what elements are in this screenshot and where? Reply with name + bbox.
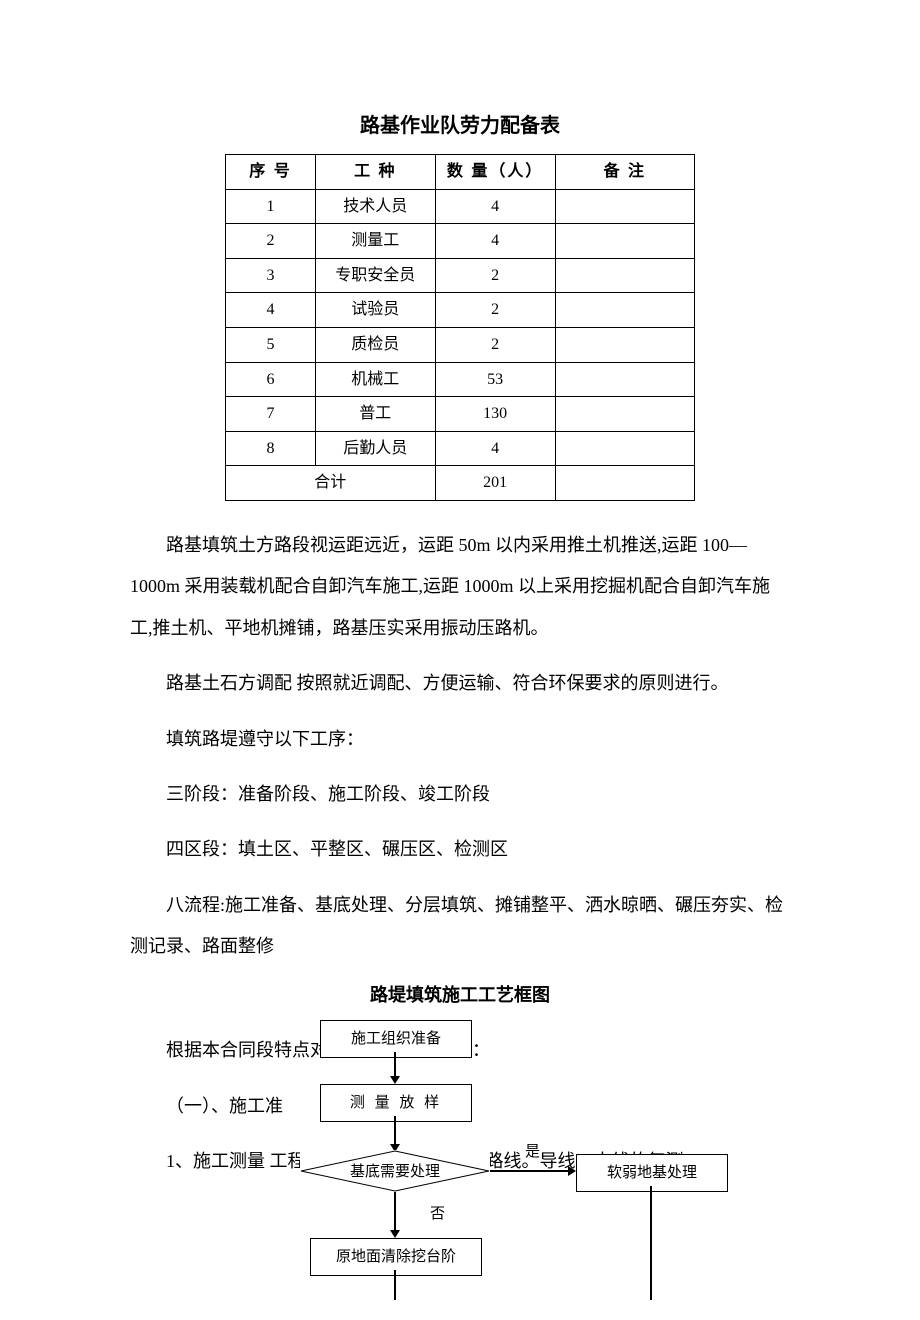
cell — [555, 327, 694, 362]
cell: 后勤人员 — [316, 431, 436, 466]
table-footer-row: 合计 201 — [226, 466, 695, 501]
arrow-down-icon — [390, 1076, 400, 1084]
flow-connector — [394, 1116, 396, 1146]
cell: 7 — [226, 397, 316, 432]
cell: 测量工 — [316, 224, 436, 259]
table-header: 数 量（人） — [435, 155, 555, 190]
flow-connector — [394, 1270, 396, 1300]
paragraph: 路基土石方调配 按照就近调配、方便运输、符合环保要求的原则进行。 — [130, 663, 790, 704]
table-row: 3专职安全员2 — [226, 258, 695, 293]
cell — [555, 224, 694, 259]
cell: 技术人员 — [316, 189, 436, 224]
flow-connector — [650, 1186, 652, 1300]
cell: 5 — [226, 327, 316, 362]
paragraph: 四区段：填土区、平整区、碾压区、检测区 — [130, 829, 790, 870]
cell: 53 — [435, 362, 555, 397]
cell: 3 — [226, 258, 316, 293]
cell: 2 — [226, 224, 316, 259]
table-header: 备 注 — [555, 155, 694, 190]
cell: 合计 — [226, 466, 436, 501]
arrow-down-icon — [390, 1230, 400, 1238]
paragraph: 路基填筑土方路段视运距远近，运距 50m 以内采用推土机推送,运距 100—10… — [130, 525, 790, 649]
table-header-row: 序 号 工 种 数 量（人） 备 注 — [226, 155, 695, 190]
flow-node: 施工组织准备 — [320, 1020, 472, 1058]
arrow-right-icon — [568, 1166, 576, 1176]
cell: 8 — [226, 431, 316, 466]
cell: 6 — [226, 362, 316, 397]
page-title: 路基作业队劳力配备表 — [130, 110, 790, 142]
cell: 2 — [435, 258, 555, 293]
table-header: 序 号 — [226, 155, 316, 190]
cell: 2 — [435, 327, 555, 362]
cell: 专职安全员 — [316, 258, 436, 293]
flow-node: 测 量 放 样 — [320, 1084, 472, 1122]
table-body: 1技术人员4 2测量工4 3专职安全员2 4试验员2 5质检员2 6机械工53 … — [226, 189, 695, 500]
flow-label-no: 否 — [430, 1202, 445, 1226]
cell — [555, 397, 694, 432]
flow-connector — [394, 1052, 396, 1078]
flow-decision-label: 基底需要处理 — [300, 1160, 490, 1184]
table-row: 6机械工53 — [226, 362, 695, 397]
table-header: 工 种 — [316, 155, 436, 190]
paragraph: 填筑路堤遵守以下工序： — [130, 719, 790, 760]
flowchart-title: 路堤填筑施工工艺框图 — [130, 981, 790, 1010]
labor-table: 序 号 工 种 数 量（人） 备 注 1技术人员4 2测量工4 3专职安全员2 … — [225, 154, 695, 501]
cell: 质检员 — [316, 327, 436, 362]
cell — [555, 362, 694, 397]
flow-decision: 基底需要处理 — [300, 1150, 490, 1192]
cell — [555, 293, 694, 328]
table-row: 1技术人员4 — [226, 189, 695, 224]
cell — [555, 466, 694, 501]
cell: 试验员 — [316, 293, 436, 328]
table-row: 4试验员2 — [226, 293, 695, 328]
table-row: 8后勤人员4 — [226, 431, 695, 466]
cell — [555, 189, 694, 224]
flow-node: 软弱地基处理 — [576, 1154, 728, 1192]
flowchart: 施工组织准备 测 量 放 样 基底需要处理 是 软弱地基处理 — [130, 1020, 790, 1320]
table-row: 5质检员2 — [226, 327, 695, 362]
table-row: 7普工130 — [226, 397, 695, 432]
paragraph: 八流程:施工准备、基底处理、分层填筑、摊铺整平、洒水晾晒、碾压夯实、检测记录、路… — [130, 885, 790, 968]
cell: 1 — [226, 189, 316, 224]
flow-connector — [394, 1192, 396, 1232]
cell: 机械工 — [316, 362, 436, 397]
cell: 201 — [435, 466, 555, 501]
cell — [555, 258, 694, 293]
flow-label-yes: 是 — [525, 1140, 540, 1164]
flow-node: 原地面清除挖台阶 — [310, 1238, 482, 1276]
cell: 4 — [226, 293, 316, 328]
table-row: 2测量工4 — [226, 224, 695, 259]
cell: 4 — [435, 431, 555, 466]
cell: 4 — [435, 189, 555, 224]
cell: 4 — [435, 224, 555, 259]
cell: 普工 — [316, 397, 436, 432]
cell: 2 — [435, 293, 555, 328]
cell: 130 — [435, 397, 555, 432]
flow-connector — [490, 1170, 570, 1172]
cell — [555, 431, 694, 466]
paragraph: 三阶段：准备阶段、施工阶段、竣工阶段 — [130, 774, 790, 815]
